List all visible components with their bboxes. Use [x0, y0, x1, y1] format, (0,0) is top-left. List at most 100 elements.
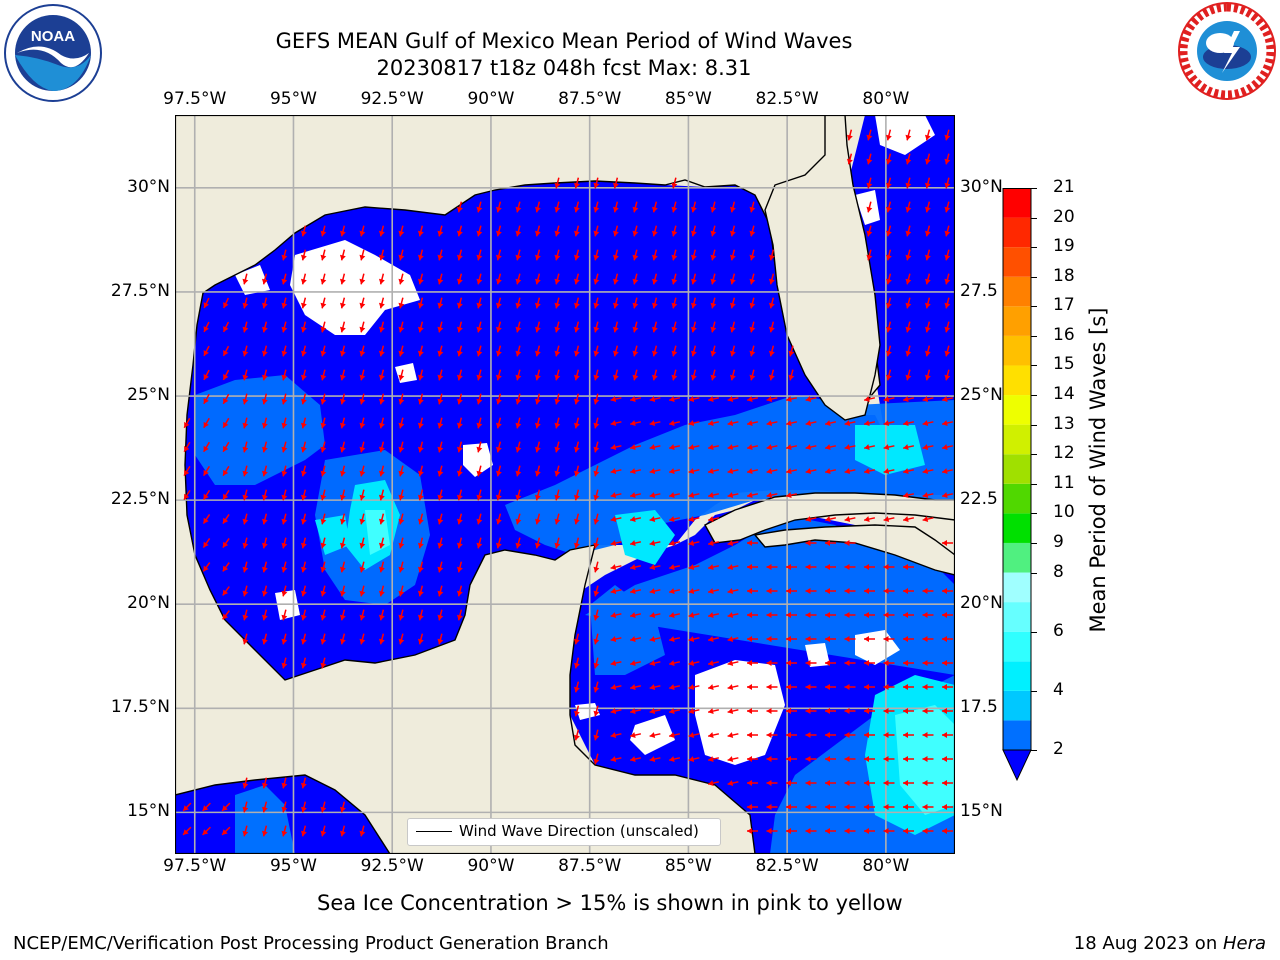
direction-arrow-head [456, 518, 463, 525]
direction-arrow-head [786, 444, 792, 451]
direction-arrow-head [922, 660, 928, 666]
direction-arrow-head [786, 588, 791, 594]
direction-arrow-head [242, 638, 249, 645]
direction-arrow-head [573, 470, 580, 477]
direction-arrow-head [515, 278, 522, 285]
direction-arrow-head [515, 302, 522, 309]
direction-arrow-head [242, 566, 249, 573]
direction-arrow-head [515, 254, 522, 261]
colorbar-segment [1003, 454, 1031, 484]
direction-arrow-head [688, 468, 695, 475]
direction-arrow-head [261, 374, 268, 381]
direction-arrow-head [825, 732, 830, 738]
direction-arrow-head [476, 470, 483, 477]
direction-arrow-head [903, 588, 908, 594]
direction-arrow-head [844, 420, 851, 427]
direction-arrow-head [203, 469, 209, 476]
direction-arrow-head [747, 732, 752, 738]
direction-arrow-head [476, 494, 483, 501]
direction-arrow-head [515, 326, 522, 333]
direction-arrow-head [632, 254, 639, 261]
direction-arrow-head [339, 230, 346, 237]
direction-arrow-head [632, 302, 639, 309]
direction-arrow-head [766, 708, 772, 714]
direction-arrow-head [222, 565, 229, 572]
direction-arrow-head [708, 540, 714, 547]
direction-arrow-head [398, 254, 405, 261]
direction-arrow-head [651, 326, 658, 333]
direction-arrow-head [710, 326, 717, 333]
direction-arrow-head [515, 494, 522, 501]
direction-arrow-head [630, 492, 636, 499]
direction-arrow-head [669, 420, 675, 427]
map-frame [175, 115, 955, 854]
direction-arrow-head [944, 254, 951, 261]
direction-arrow-head [747, 636, 752, 642]
direction-arrow-head [242, 542, 249, 549]
direction-arrow-head [905, 278, 912, 285]
direction-arrow-head [378, 398, 385, 405]
direction-arrow-head [727, 444, 734, 451]
direction-arrow-head [727, 564, 734, 571]
colorbar-tick-mark [1031, 276, 1037, 278]
direction-arrow-head [476, 422, 483, 429]
direction-arrow-head [573, 230, 580, 237]
footer-date-text: 18 Aug 2023 on [1073, 933, 1223, 954]
direction-arrow-head [417, 326, 424, 333]
direction-arrow-head [437, 374, 444, 381]
direction-arrow-head [651, 278, 658, 285]
direction-arrow-head [649, 588, 656, 595]
footer-branch: NCEP/EMC/Verification Post Processing Pr… [13, 933, 609, 954]
direction-arrow-head [747, 612, 752, 618]
direction-arrow-head [749, 374, 756, 381]
direction-arrow-head [864, 612, 869, 618]
direction-arrow-head [885, 326, 892, 333]
direction-arrow-head [281, 518, 288, 525]
direction-arrow-head [688, 588, 695, 595]
direction-arrow-head [593, 326, 600, 333]
colorbar [1002, 188, 1036, 787]
direction-arrow-head [942, 612, 947, 618]
direction-arrow-head [242, 374, 249, 381]
direction-arrow-head [281, 254, 288, 261]
direction-arrow-head [242, 518, 249, 525]
direction-arrow-head [944, 134, 951, 141]
lat-tick-label: 20°N [960, 593, 1003, 614]
direction-arrow-head [573, 374, 580, 381]
direction-arrow-head [593, 182, 600, 189]
lat-tick-label: 15°N [960, 801, 1003, 822]
coastlines [175, 115, 955, 854]
direction-arrow-head [398, 446, 405, 453]
direction-arrow-head [786, 468, 792, 475]
direction-arrow-head [766, 588, 772, 594]
direction-arrow-head [825, 612, 830, 618]
direction-arrow-head [688, 492, 695, 499]
direction-arrow-head [398, 278, 405, 285]
direction-arrow-head [378, 566, 385, 573]
direction-arrow-head [708, 420, 714, 427]
colorbar-tick-label: 12 [1053, 443, 1075, 464]
direction-arrow-head [476, 254, 483, 261]
direction-arrow-head [747, 780, 752, 786]
direction-arrow-head [378, 542, 385, 549]
direction-arrow-head [456, 374, 463, 381]
colorbar-segment [1003, 602, 1031, 632]
direction-arrow-head [766, 684, 772, 690]
direction-arrow-head [320, 398, 327, 405]
direction-arrow-head [708, 708, 714, 715]
direction-arrow-head [378, 374, 385, 381]
direction-arrow-head [281, 350, 288, 357]
direction-arrow-head [593, 518, 600, 525]
direction-arrow-head [612, 302, 619, 309]
direction-arrow-head [534, 230, 541, 237]
direction-arrow-head [924, 302, 931, 309]
direction-arrow-head [456, 350, 463, 357]
direction-arrow-head [846, 158, 853, 165]
direction-arrow-head [825, 516, 831, 523]
direction-arrow-head [710, 254, 717, 261]
lon-tick-label: 97.5°W [163, 856, 227, 876]
lon-tick-label: 82.5°W [755, 89, 819, 109]
direction-arrow-head [593, 686, 600, 693]
direction-arrow-head [261, 278, 268, 285]
direction-arrow-head [300, 446, 307, 453]
